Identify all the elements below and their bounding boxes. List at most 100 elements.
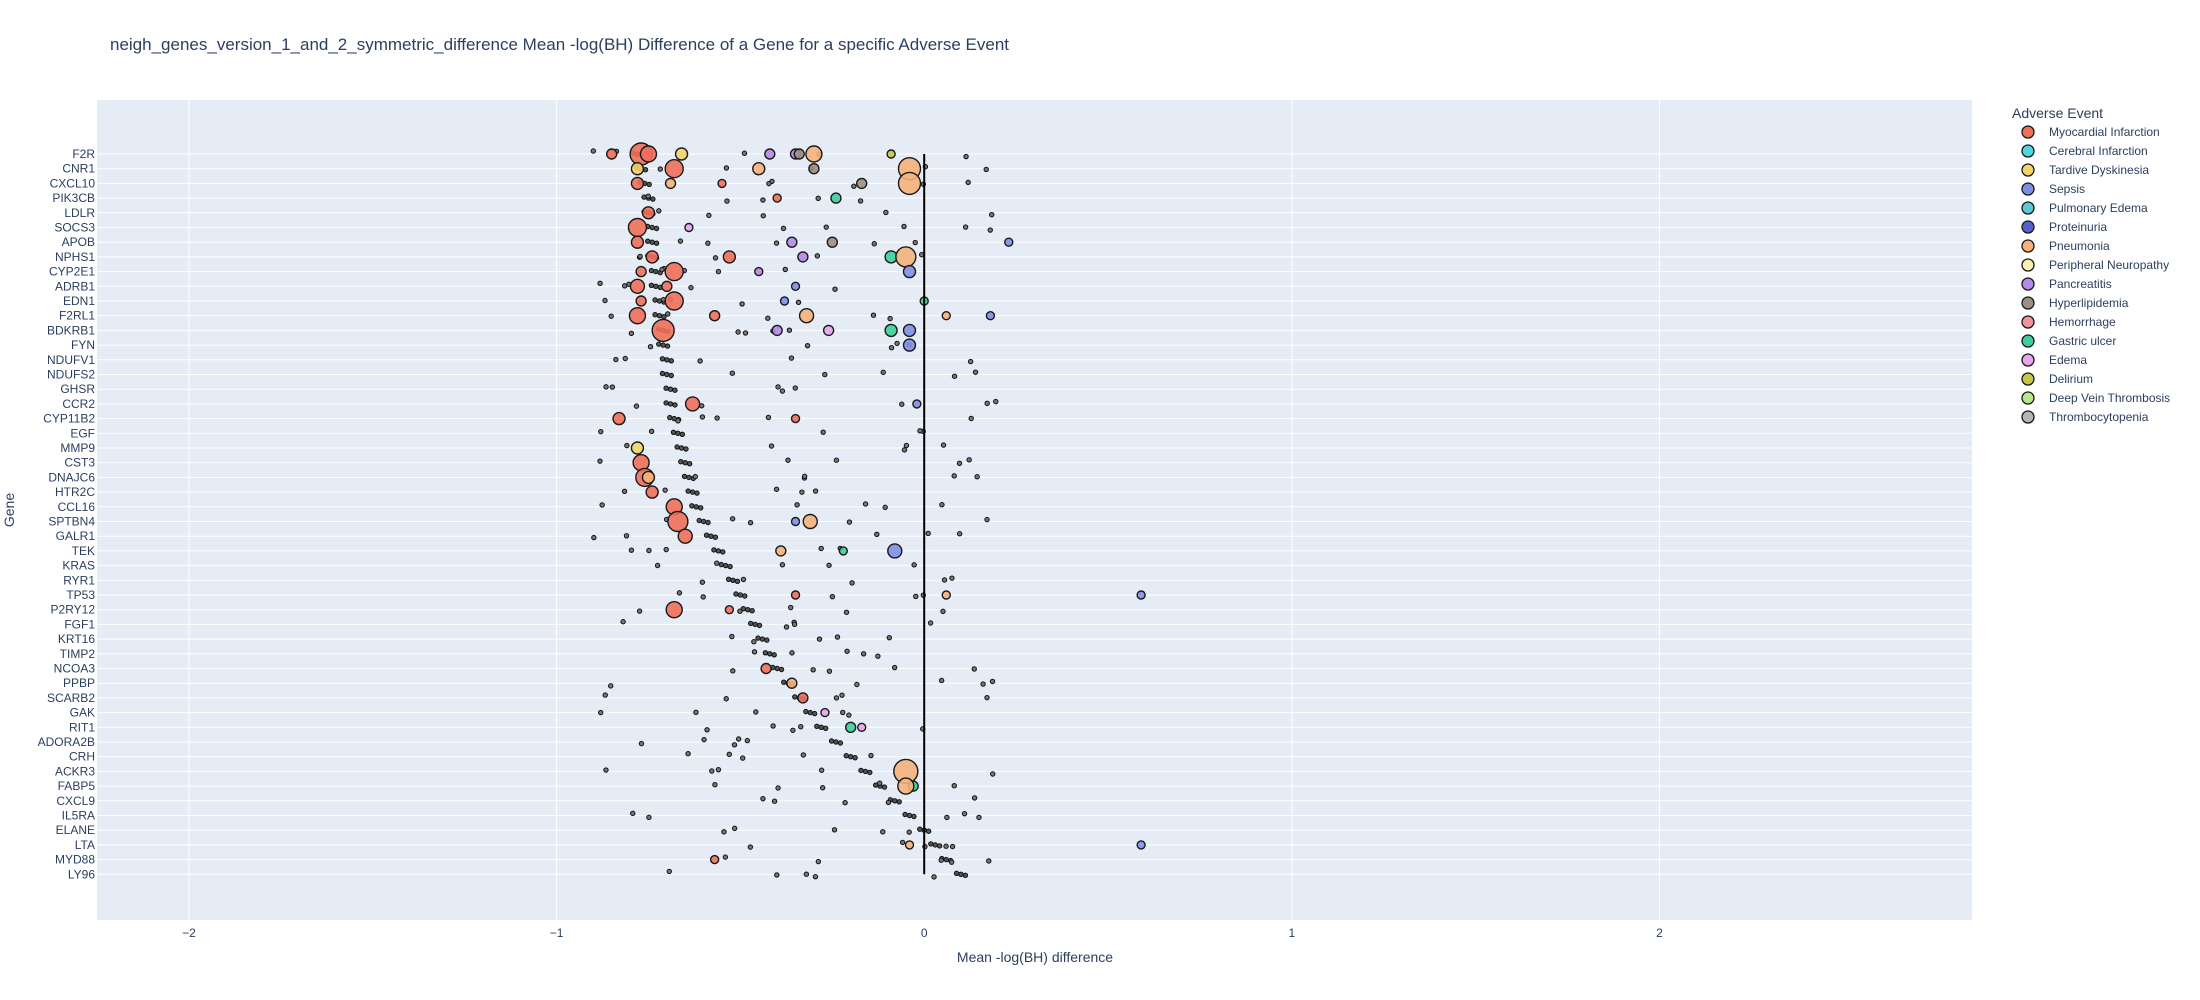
- bg-point: [720, 549, 726, 555]
- bg-point: [730, 668, 736, 674]
- bg-point: [621, 283, 628, 289]
- bg-point: [706, 212, 712, 219]
- bg-point: [967, 358, 974, 365]
- data-point: [645, 250, 659, 264]
- bg-point: [927, 620, 934, 626]
- data-point: [635, 265, 647, 278]
- legend-item-label: Deep Vein Thrombosis: [2049, 391, 2170, 405]
- data-point: [752, 161, 766, 176]
- bg-point: [818, 545, 824, 552]
- y-tick-label: ELANE: [56, 823, 95, 837]
- data-point: [651, 318, 675, 343]
- legend-item-label: Hemorrhage: [2049, 315, 2116, 329]
- legend-item-label: Edema: [2049, 353, 2087, 367]
- bg-point: [818, 767, 825, 773]
- bg-point: [794, 502, 800, 508]
- y-tick-label: CNR1: [62, 162, 95, 176]
- bg-point: [851, 183, 857, 189]
- bg-point: [938, 857, 944, 863]
- bg-point: [648, 267, 655, 274]
- bg-point: [912, 239, 918, 246]
- bg-point: [892, 798, 898, 804]
- bg-point: [630, 810, 636, 817]
- bg-point: [925, 530, 931, 537]
- bg-point: [609, 384, 616, 390]
- bg-point: [721, 829, 727, 835]
- bg-point: [911, 813, 917, 820]
- legend-marker: [2021, 334, 2035, 348]
- bg-point: [729, 370, 736, 376]
- bg-point: [902, 811, 908, 818]
- bg-point: [828, 738, 835, 744]
- bg-point: [867, 769, 873, 776]
- data-point: [790, 281, 801, 291]
- bg-point: [681, 473, 688, 480]
- data-point: [724, 605, 735, 615]
- data-point: [754, 266, 764, 277]
- bg-point: [886, 634, 893, 641]
- bg-point: [751, 638, 757, 645]
- bg-point: [608, 683, 614, 689]
- bg-point: [788, 355, 795, 361]
- bg-point: [951, 373, 958, 379]
- bg-point: [764, 637, 770, 643]
- bg-point: [791, 621, 798, 628]
- bg-point: [647, 344, 654, 350]
- bg-point: [653, 268, 659, 275]
- bg-point: [731, 825, 738, 832]
- y-tick-label: FGF1: [64, 617, 95, 631]
- y-tick-label: NPHS1: [55, 250, 95, 264]
- data-point: [826, 236, 838, 248]
- legend-item-label: Delirium: [2049, 372, 2093, 386]
- data-point: [790, 516, 801, 527]
- legend-marker: [2021, 201, 2035, 215]
- bg-point: [648, 282, 655, 288]
- bg-point: [650, 196, 656, 202]
- bg-point: [949, 843, 956, 850]
- bg-point: [677, 238, 684, 244]
- bg-point: [747, 620, 754, 627]
- data-point: [786, 677, 798, 689]
- bg-point: [663, 400, 669, 406]
- bg-point: [831, 827, 838, 833]
- data-point: [764, 148, 776, 160]
- bg-point: [667, 401, 674, 407]
- bg-point: [803, 871, 810, 877]
- y-tick-label: CCR2: [62, 397, 95, 411]
- bg-point: [659, 370, 666, 377]
- bg-point: [876, 780, 883, 786]
- legend-item-label: Thrombocytopenia: [2049, 410, 2149, 424]
- bg-point: [880, 369, 886, 376]
- bg-point: [737, 592, 744, 598]
- data-point: [897, 171, 922, 196]
- data-point: [684, 222, 694, 233]
- bg-point: [645, 193, 651, 199]
- bg-point: [628, 330, 635, 336]
- bg-point: [774, 872, 780, 878]
- bg-point: [703, 532, 710, 538]
- data-point: [985, 311, 996, 321]
- legend-marker: [2021, 239, 2035, 253]
- bg-point: [767, 651, 773, 657]
- bg-point: [949, 575, 955, 581]
- bg-point: [842, 799, 848, 806]
- bg-point: [786, 327, 793, 333]
- bg-point: [672, 402, 678, 408]
- plot-area: [97, 100, 1972, 920]
- legend-marker: [2021, 182, 2035, 196]
- data-point: [790, 413, 801, 424]
- bg-point: [775, 384, 781, 390]
- bg-point: [958, 871, 964, 877]
- bg-point: [646, 181, 652, 188]
- bg-point: [699, 579, 706, 585]
- bg-point: [810, 667, 816, 673]
- bg-point: [751, 649, 758, 655]
- bg-point: [843, 609, 850, 615]
- data-point: [664, 291, 684, 311]
- bg-point: [674, 444, 680, 450]
- data-point: [709, 854, 720, 865]
- legend-item-label: Pancreatitis: [2049, 277, 2112, 291]
- bg-point: [765, 414, 772, 421]
- bg-point: [714, 560, 720, 566]
- bg-point: [781, 679, 787, 685]
